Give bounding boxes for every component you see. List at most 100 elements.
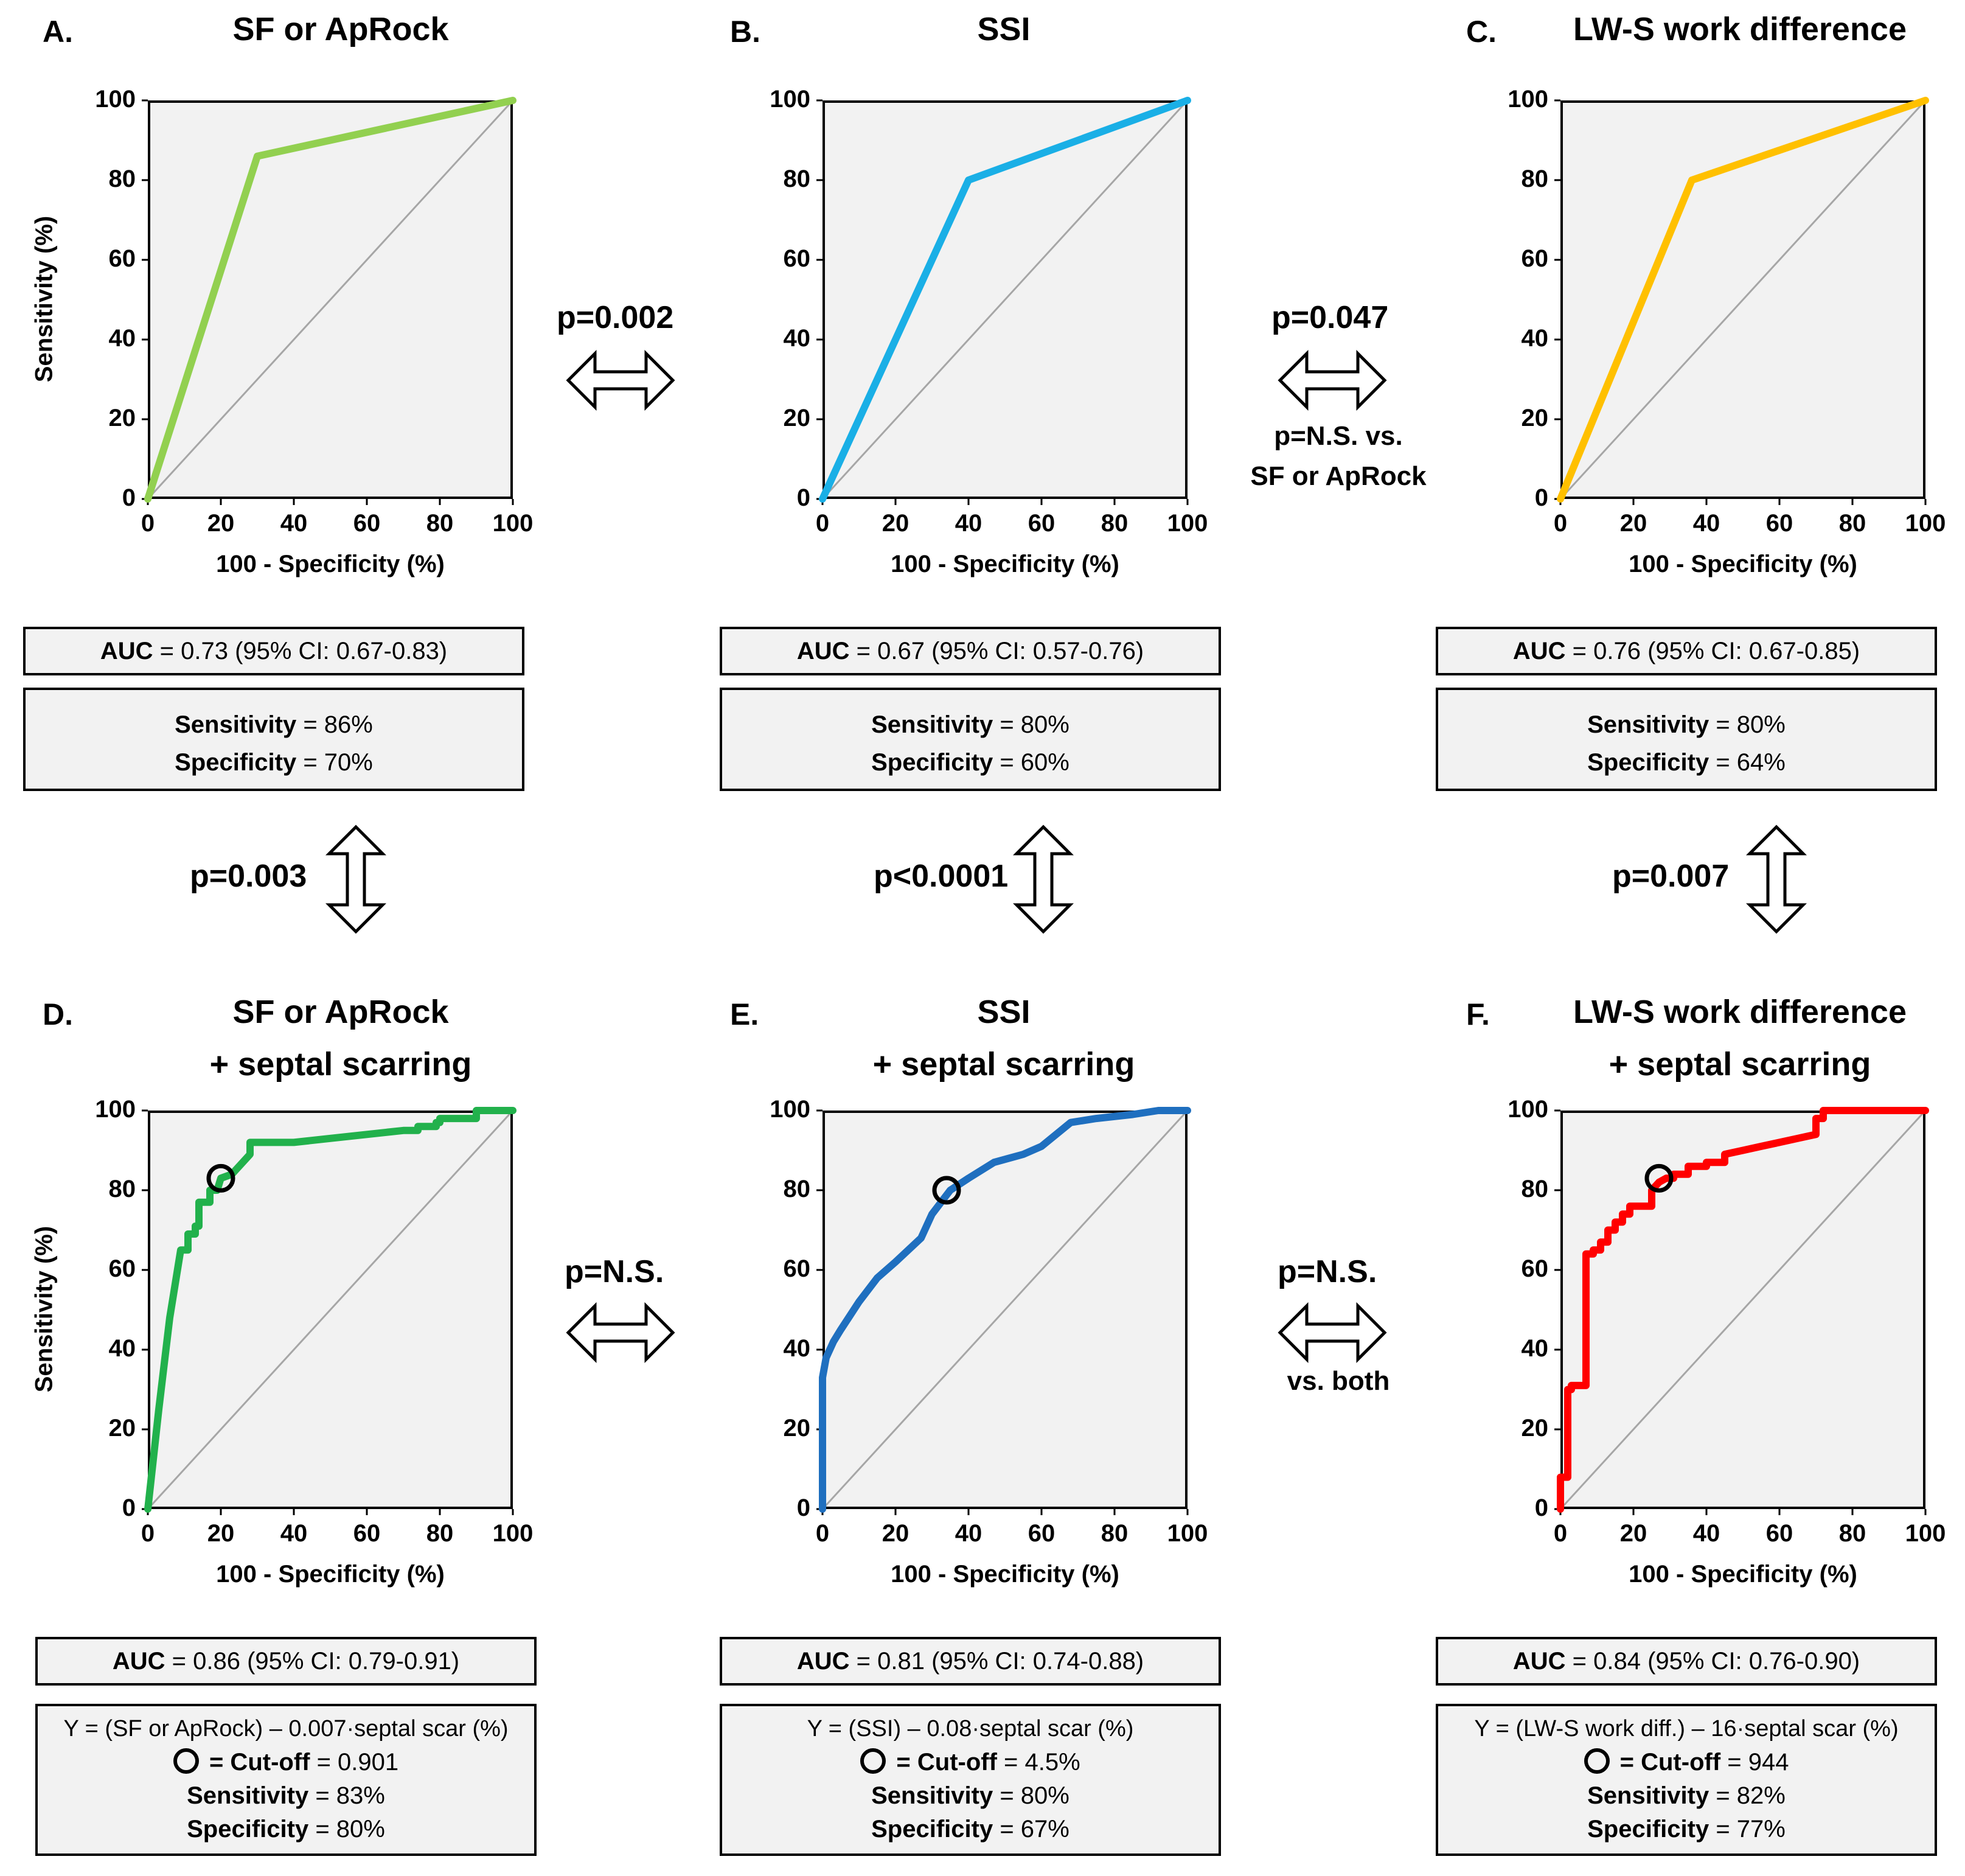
auc-label: AUC xyxy=(796,638,850,664)
cutoff-label: = Cut-off xyxy=(1613,1749,1721,1776)
x-tick-f: 60 xyxy=(1765,1520,1793,1547)
y-tick-e: 0 xyxy=(796,1494,810,1521)
formula-text: Y = (SSI) – 0.08·septal scar (%) xyxy=(807,1716,1134,1742)
y-tick-c: 60 xyxy=(1521,245,1549,272)
x-tick-b: 100 xyxy=(1167,510,1208,537)
cutoff-value: = 4.5% xyxy=(996,1749,1080,1776)
specificity-line-f: Specificity = 77% xyxy=(1438,1813,1935,1846)
formula-line-f: Y = (LW-S work diff.) – 16·septal scar (… xyxy=(1438,1712,1935,1746)
specificity-label: Specificity xyxy=(1587,1816,1709,1843)
cutoff-label: = Cut-off xyxy=(202,1749,310,1776)
y-tick-d: 60 xyxy=(108,1255,136,1282)
cutoff-circle-icon xyxy=(860,1748,886,1774)
specificity-value: = 80% xyxy=(308,1816,385,1843)
chart-title-b: SSI xyxy=(977,11,1031,47)
horizontal-double-arrow-icon xyxy=(566,1302,675,1363)
auc-box-c: AUC = 0.76 (95% CI: 0.67-0.85) xyxy=(1436,627,1937,675)
y-tick-b: 0 xyxy=(796,484,810,511)
stats-box-f: Y = (LW-S work diff.) – 16·septal scar (… xyxy=(1436,1704,1937,1856)
reference-diagonal-a xyxy=(147,99,514,500)
x-tick-f: 20 xyxy=(1619,1520,1647,1547)
y-tick-c: 80 xyxy=(1521,166,1549,192)
cutoff-line-f: = Cut-off = 944 xyxy=(1438,1746,1935,1779)
y-tick-a: 80 xyxy=(108,166,136,192)
sensitivity-line-e: Sensitivity = 80% xyxy=(722,1779,1219,1813)
x-tick-f: 100 xyxy=(1905,1520,1946,1547)
stats-box-a: Sensitivity = 86% Specificity = 70% xyxy=(23,688,524,791)
specificity-line-a: Specificity = 70% xyxy=(26,744,522,781)
cutoff-circle-icon xyxy=(173,1748,199,1774)
auc-value: = 0.81 (95% CI: 0.74-0.88) xyxy=(849,1648,1144,1675)
y-tick-f: 0 xyxy=(1534,1494,1548,1521)
reference-diagonal-e xyxy=(821,1109,1189,1510)
formula-line-d: Y = (SF or ApRock) – 0.007·septal scar (… xyxy=(38,1712,534,1746)
sensitivity-label: Sensitivity xyxy=(871,711,993,738)
sensitivity-value: = 80% xyxy=(1709,711,1786,738)
formula-text: Y = (SF or ApRock) – 0.007·septal scar (… xyxy=(63,1716,509,1742)
x-tick-b: 20 xyxy=(882,510,909,537)
y-axis-label-a: Sensitivity (%) xyxy=(30,215,58,382)
y-tick-d: 100 xyxy=(95,1096,136,1123)
x-tick-e: 0 xyxy=(815,1520,830,1547)
x-tick-d: 80 xyxy=(426,1520,454,1547)
x-tick-d: 40 xyxy=(280,1520,308,1547)
auc-label: AUC xyxy=(1512,1648,1566,1675)
y-tick-a: 100 xyxy=(95,86,136,113)
pvalue-a-vs-b: p=0.002 xyxy=(557,300,674,335)
pvalue-b-vs-c: p=0.047 xyxy=(1271,300,1389,335)
reference-diagonal-d xyxy=(147,1109,514,1510)
x-tick-a: 60 xyxy=(353,510,381,537)
auc-label: AUC xyxy=(796,1648,850,1675)
y-tick-c: 100 xyxy=(1508,86,1548,113)
x-tick-e: 40 xyxy=(955,1520,982,1547)
x-tick-d: 100 xyxy=(492,1520,534,1547)
roc-curve-c xyxy=(1557,97,1929,503)
note-e-vs-f: vs. both xyxy=(1287,1366,1390,1396)
x-tick-f: 0 xyxy=(1553,1520,1568,1547)
auc-box-a: AUC = 0.73 (95% CI: 0.67-0.83) xyxy=(23,627,524,675)
x-tick-a: 100 xyxy=(492,510,534,537)
specificity-line-b: Specificity = 60% xyxy=(722,744,1219,781)
x-tick-f: 80 xyxy=(1838,1520,1866,1547)
x-tick-e: 100 xyxy=(1167,1520,1208,1547)
chart-title-d: SF or ApRock xyxy=(232,994,449,1030)
specificity-value: = 77% xyxy=(1709,1816,1786,1843)
x-tick-d: 0 xyxy=(141,1520,155,1547)
x-tick-a: 20 xyxy=(207,510,235,537)
cutoff-label: = Cut-off xyxy=(889,1749,997,1776)
specificity-line-c: Specificity = 64% xyxy=(1438,744,1935,781)
stats-box-c: Sensitivity = 80% Specificity = 64% xyxy=(1436,688,1937,791)
x-axis-label-a: 100 - Specificity (%) xyxy=(216,551,445,577)
x-tick-e: 60 xyxy=(1028,1520,1056,1547)
x-tick-a: 0 xyxy=(141,510,155,537)
specificity-value: = 64% xyxy=(1709,749,1786,776)
y-tick-e: 40 xyxy=(783,1335,811,1362)
sensitivity-label: Sensitivity xyxy=(1587,1782,1709,1809)
y-tick-c: 0 xyxy=(1534,484,1548,511)
specificity-line-e: Specificity = 67% xyxy=(722,1813,1219,1846)
panel-letter-e: E. xyxy=(730,997,759,1031)
chart-title-f: LW-S work difference xyxy=(1573,994,1907,1030)
horizontal-double-arrow-icon xyxy=(1278,350,1387,411)
roc-curve-d xyxy=(144,1107,516,1513)
cutoff-point-marker-e xyxy=(932,1176,961,1205)
y-tick-e: 60 xyxy=(783,1255,811,1282)
x-axis-label-d: 100 - Specificity (%) xyxy=(216,1561,445,1588)
specificity-label: Specificity xyxy=(871,1816,993,1843)
stats-box-b: Sensitivity = 80% Specificity = 60% xyxy=(720,688,1221,791)
roc-curve-a xyxy=(144,97,516,503)
chart-title-line2-e: + septal scarring xyxy=(872,1046,1135,1083)
y-tick-b: 20 xyxy=(783,405,811,431)
reference-diagonal-f xyxy=(1559,1109,1927,1510)
auc-box-d: AUC = 0.86 (95% CI: 0.79-0.91) xyxy=(35,1637,537,1686)
vertical-double-arrow-icon xyxy=(1746,825,1807,934)
y-tick-f: 40 xyxy=(1521,1335,1549,1362)
chart-title-c: LW-S work difference xyxy=(1573,11,1907,47)
auc-value: = 0.84 (95% CI: 0.76-0.90) xyxy=(1565,1648,1860,1675)
auc-box-f: AUC = 0.84 (95% CI: 0.76-0.90) xyxy=(1436,1637,1937,1686)
y-tick-b: 60 xyxy=(783,245,811,272)
note-b-vs-c-line2: SF or ApRock xyxy=(1250,461,1427,491)
x-tick-d: 20 xyxy=(207,1520,235,1547)
